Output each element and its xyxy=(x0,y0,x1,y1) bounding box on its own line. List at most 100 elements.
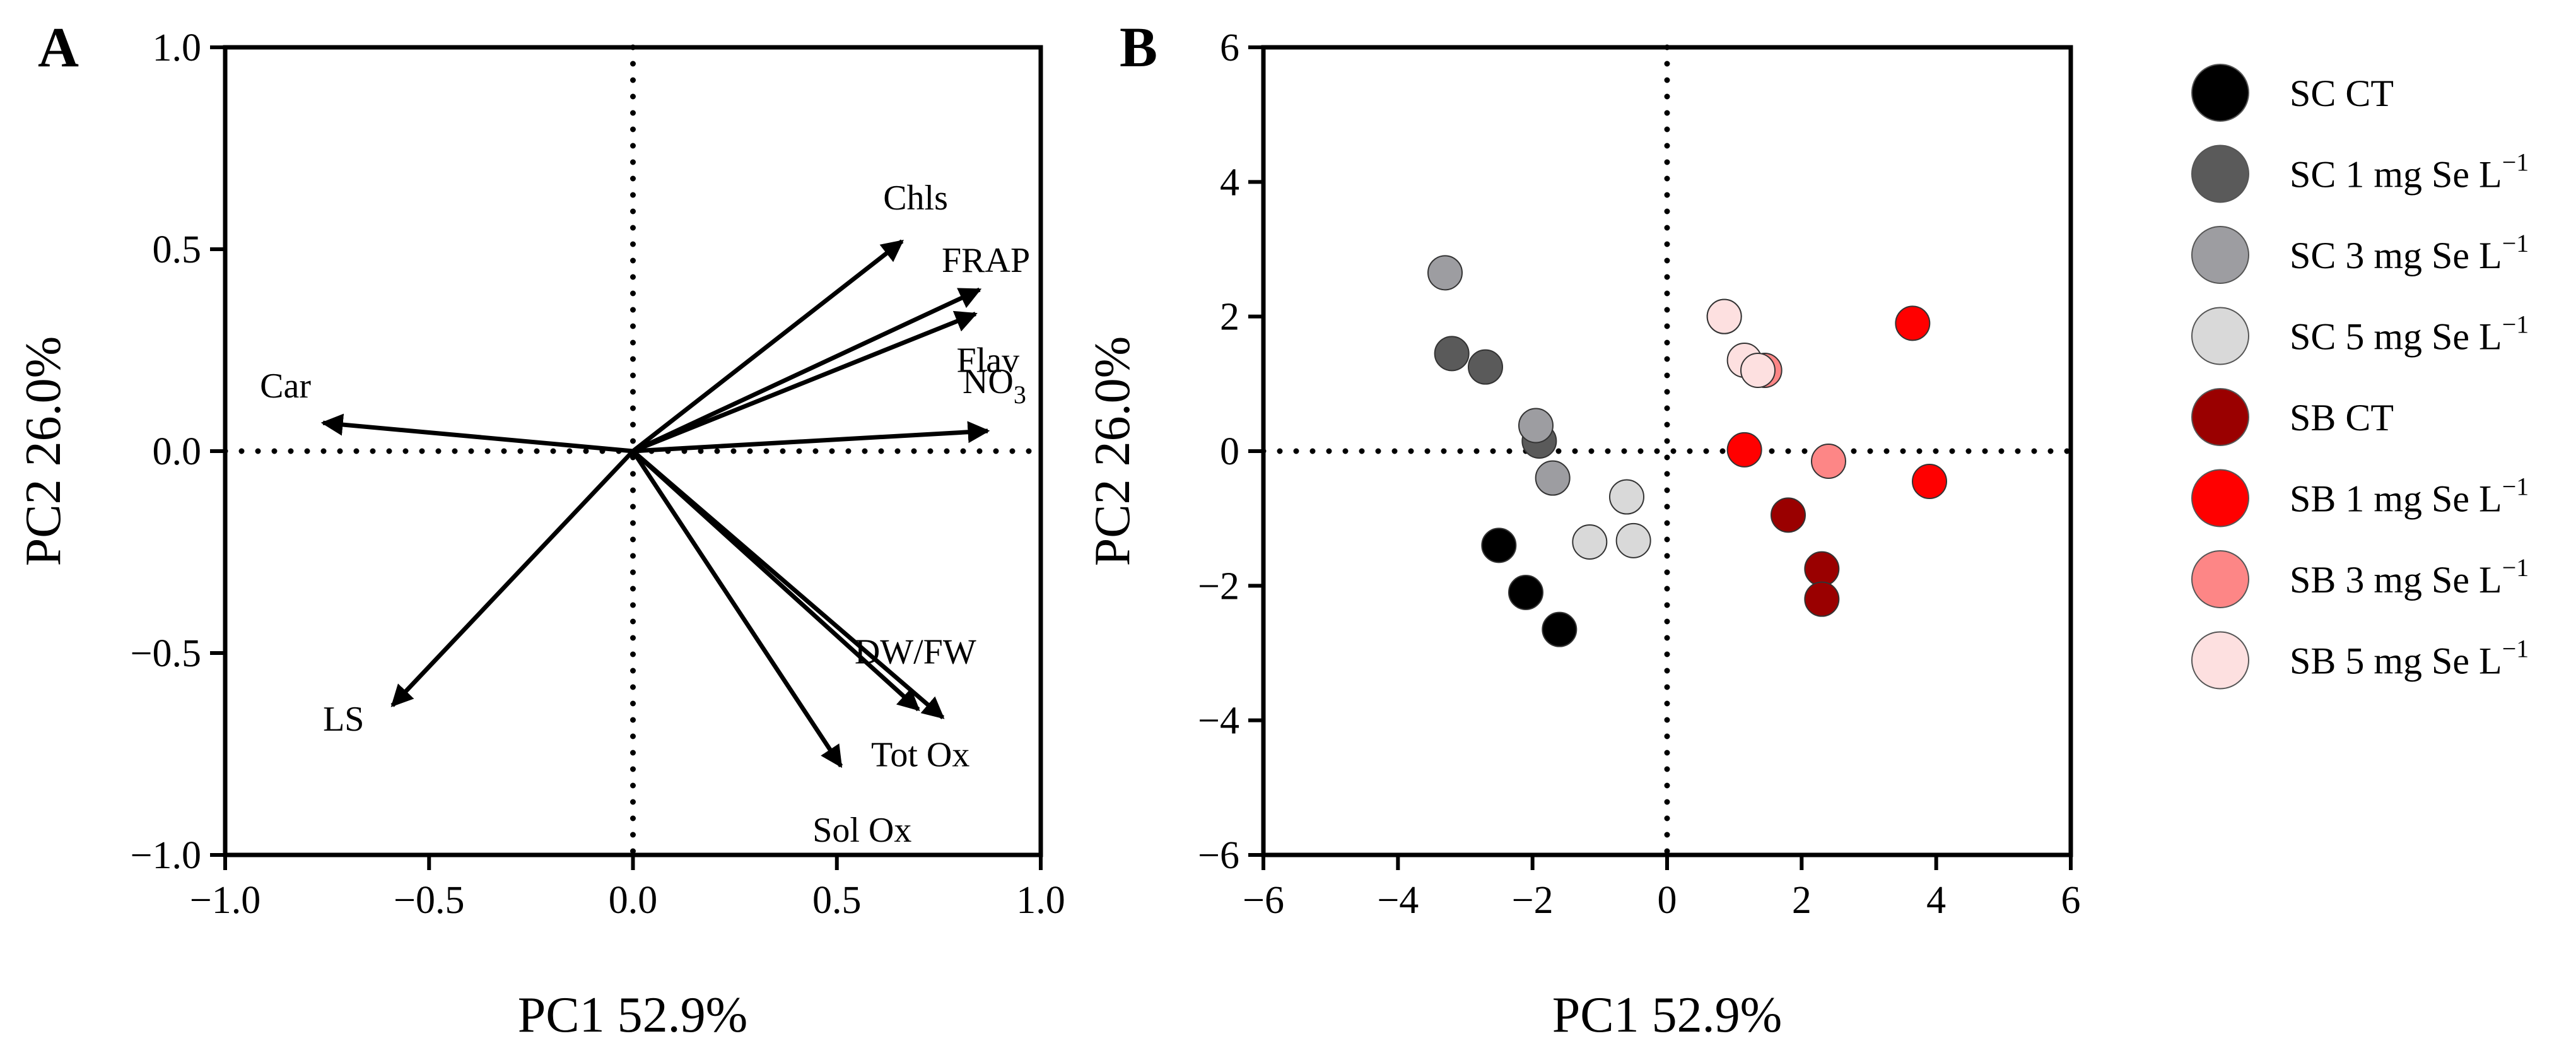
panel-b-scores: B −6 −4 −2 0 2 4 6 −6 −4 −2 0 2 4 6 PC1 52.9% PC2 26… xyxy=(1085,16,2081,1043)
legend-label: SB 5 mg Se L−1 xyxy=(2290,635,2529,682)
score-point-series-1-1 xyxy=(1468,349,1503,385)
y-tick-label: 0.5 xyxy=(153,228,202,271)
panel-b-y-axis-title: PC2 26.0% xyxy=(1085,336,1140,567)
panel-a-y-axis-title: PC2 26.0% xyxy=(16,336,71,567)
legend-label-superscript: −1 xyxy=(2502,229,2529,257)
panel-b-x-axis-title: PC1 52.9% xyxy=(1552,987,1783,1043)
legend-label-superscript: −1 xyxy=(2502,473,2529,501)
x-tick-label: 0 xyxy=(1658,879,1677,922)
legend-label-text: SB CT xyxy=(2290,397,2394,439)
y-tick-label: 0.0 xyxy=(153,430,202,473)
loading-arrow-sol-ox xyxy=(631,450,843,768)
score-point-series-0-1 xyxy=(1508,575,1543,610)
y-tick-label: 1.0 xyxy=(153,26,202,69)
legend-label-text: SB 1 mg Se L xyxy=(2290,478,2502,520)
legend-label-superscript: −1 xyxy=(2502,148,2529,177)
y-tick-label: −6 xyxy=(1198,834,1239,877)
score-point-series-3-0 xyxy=(1572,524,1608,560)
score-point-series-4-0 xyxy=(1771,497,1806,533)
y-tick-label: 6 xyxy=(1220,26,1239,69)
score-point-series-5-1 xyxy=(1895,305,1931,341)
legend-label: SC CT xyxy=(2290,73,2394,114)
x-tick-label: 0.5 xyxy=(812,879,862,922)
x-tick-label: −6 xyxy=(1243,879,1284,922)
loading-arrow-flav xyxy=(632,310,978,454)
legend-label-text: SB 5 mg Se L xyxy=(2290,640,2502,682)
x-tick-label: −4 xyxy=(1377,879,1419,922)
panel-label-a: A xyxy=(38,16,79,79)
loading-arrow-no3 xyxy=(633,421,990,454)
legend-swatch xyxy=(2191,226,2249,284)
score-point-series-4-2 xyxy=(1804,581,1840,617)
score-point-series-2-0 xyxy=(1427,255,1463,291)
legend-swatch xyxy=(2191,64,2249,122)
score-point-series-5-0 xyxy=(1726,432,1762,468)
panel-b-x-axis: −6 −4 −2 0 2 4 6 xyxy=(1243,855,2081,922)
score-point-series-0-0 xyxy=(1481,527,1517,563)
x-tick-label: −0.5 xyxy=(394,879,464,922)
legend-swatch xyxy=(2191,550,2249,608)
legend-label: SB 1 mg Se L−1 xyxy=(2290,473,2529,520)
y-tick-label: −2 xyxy=(1198,565,1239,608)
x-tick-label: 0.0 xyxy=(609,879,658,922)
loading-label-ls: LS xyxy=(323,700,364,739)
score-point-series-5-2 xyxy=(1912,464,1947,499)
loading-label-frap: FRAP xyxy=(942,241,1030,280)
y-tick-label: −4 xyxy=(1198,700,1239,743)
legend-swatch xyxy=(2191,307,2249,365)
loading-label-tot-ox: Tot Ox xyxy=(871,736,969,775)
legend-label-superscript: −1 xyxy=(2502,635,2529,663)
score-point-series-4-1 xyxy=(1804,551,1840,587)
y-tick-label: −1.0 xyxy=(131,834,201,877)
legend-label-text: SC 5 mg Se L xyxy=(2290,316,2502,358)
panel-b-plot-area xyxy=(1260,44,2074,858)
loading-arrow-ls xyxy=(390,449,635,707)
legend-label-text: SB 3 mg Se L xyxy=(2290,559,2502,601)
legend-label: SB CT xyxy=(2290,397,2394,439)
score-point-series-6-2 xyxy=(1811,444,1846,479)
legend-swatch xyxy=(2191,631,2249,690)
legend-label: SC 3 mg Se L−1 xyxy=(2290,229,2529,276)
y-tick-label: 2 xyxy=(1220,296,1239,339)
score-point-series-3-2 xyxy=(1615,522,1651,558)
score-point-series-0-2 xyxy=(1542,611,1578,647)
y-tick-label: −0.5 xyxy=(131,632,201,675)
x-tick-label: 6 xyxy=(2061,879,2081,922)
legend-label-text: SC CT xyxy=(2290,73,2394,114)
panel-a-x-axis-title: PC1 52.9% xyxy=(518,987,748,1043)
loading-label-sol-ox: Sol Ox xyxy=(812,811,911,850)
legend-label-text: SC 3 mg Se L xyxy=(2290,235,2502,276)
loading-arrow-car xyxy=(320,413,633,454)
score-point-series-7-2 xyxy=(1740,353,1776,388)
score-point-series-2-2 xyxy=(1535,460,1571,496)
loading-arrow-frap xyxy=(632,287,982,454)
y-tick-label: 4 xyxy=(1220,161,1239,204)
score-point-series-2-1 xyxy=(1518,408,1554,444)
panel-a-y-axis: −1.0 −0.5 0.0 0.5 1.0 xyxy=(131,26,225,877)
score-point-series-7-0 xyxy=(1706,298,1742,334)
loading-label-flav: Flav xyxy=(957,341,1020,380)
loading-label-dw-fw: DW/FW xyxy=(855,632,976,671)
legend-swatch xyxy=(2191,388,2249,446)
panel-b-y-axis: −6 −4 −2 0 2 4 6 xyxy=(1198,26,1263,877)
x-tick-label: 1.0 xyxy=(1016,879,1065,922)
loading-arrow-chls xyxy=(631,239,904,453)
legend-label-text: SC 1 mg Se L xyxy=(2290,154,2502,196)
legend-label: SC 5 mg Se L−1 xyxy=(2290,310,2529,358)
x-tick-label: −1.0 xyxy=(190,879,261,922)
panel-a-x-axis: −1.0 −0.5 0.0 0.5 1.0 xyxy=(190,855,1065,922)
x-tick-label: 2 xyxy=(1792,879,1812,922)
loading-arrow-tot-ox xyxy=(631,449,920,712)
score-point-series-3-1 xyxy=(1609,479,1644,515)
legend-label: SB 3 mg Se L−1 xyxy=(2290,553,2529,601)
score-point-series-1-0 xyxy=(1434,336,1470,372)
loading-label-car: Car xyxy=(260,367,311,406)
y-tick-label: 0 xyxy=(1220,430,1239,473)
legend-label: SC 1 mg Se L−1 xyxy=(2290,148,2529,196)
panel-label-b: B xyxy=(1120,16,1157,79)
loading-label-chls: Chls xyxy=(883,179,948,218)
